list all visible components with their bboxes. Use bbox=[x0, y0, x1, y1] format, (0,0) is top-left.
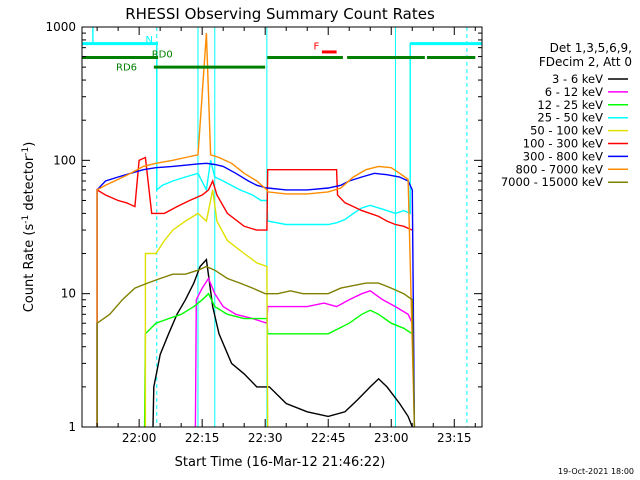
series-line-1 bbox=[194, 277, 413, 427]
series-line-5 bbox=[96, 156, 413, 427]
y-tick-label-0: 1 bbox=[68, 420, 76, 434]
x-tick-label-3: 22:45 bbox=[311, 431, 346, 445]
footer-date: 19-Oct-2021 18:00 bbox=[558, 467, 634, 476]
annotation-label-0: N bbox=[145, 35, 152, 46]
y-tick-label-3: 1000 bbox=[45, 20, 76, 34]
series-line-2 bbox=[143, 292, 413, 427]
legend-label-3: 25 - 50 keV bbox=[537, 111, 603, 125]
x-tick-label-5: 23:15 bbox=[437, 431, 472, 445]
legend-header-line-1: Det 1,3,5,6,9, bbox=[550, 41, 632, 55]
x-tick-label-2: 22:30 bbox=[248, 431, 283, 445]
legend-label-8: 7000 - 15000 keV bbox=[501, 175, 603, 189]
plot-frame bbox=[81, 26, 483, 428]
legend-label-7: 800 - 7000 keV bbox=[515, 162, 603, 176]
y-axis-label-sup2: -1 bbox=[21, 147, 31, 156]
annotation-label-3: F bbox=[314, 41, 320, 52]
series-line-6 bbox=[96, 162, 416, 427]
y-tick-label-2: 100 bbox=[53, 153, 76, 167]
annotation-label-2: RD6 bbox=[116, 63, 137, 74]
series-line-8 bbox=[96, 265, 416, 427]
x-axis-label: Start Time (16-Mar-12 21:46:22) bbox=[175, 455, 386, 470]
series-line-7 bbox=[96, 33, 416, 427]
x-tick-label-4: 23:00 bbox=[374, 431, 409, 445]
chart-title: RHESSI Observing Summary Count Rates bbox=[125, 5, 435, 23]
legend-label-1: 6 - 12 keV bbox=[545, 85, 603, 99]
x-tick-label-1: 22:15 bbox=[185, 431, 220, 445]
legend-label-6: 300 - 800 keV bbox=[523, 149, 603, 163]
series-line-4 bbox=[144, 189, 269, 427]
y-axis-label-main: Count Rate (s bbox=[22, 224, 37, 313]
annotation-label-1: RD0 bbox=[152, 50, 173, 61]
y-axis-label-end: ) bbox=[22, 142, 37, 147]
legend-label-5: 100 - 300 keV bbox=[523, 137, 603, 151]
y-axis-label-sup1: -1 bbox=[21, 215, 31, 224]
x-tick-label-0: 22:00 bbox=[122, 431, 157, 445]
legend-label-2: 12 - 25 keV bbox=[537, 98, 603, 112]
series-line-0 bbox=[152, 258, 413, 427]
y-axis-label-mid: detector bbox=[22, 155, 37, 215]
y-axis-label: Count Rate (s-1 detector-1) bbox=[21, 142, 37, 313]
legend-header-line-2: FDecim 2, Att 0 bbox=[539, 55, 632, 69]
legend: Det 1,3,5,6,9, FDecim 2, Att 0 3 - 6 keV… bbox=[501, 41, 632, 189]
y-tick-label-1: 10 bbox=[61, 287, 76, 301]
legend-label-0: 3 - 6 keV bbox=[552, 72, 603, 86]
axes-layer: 22:00 22:15 22:30 22:45 23:00 23:15 1 10 100 1000 bbox=[45, 20, 482, 445]
legend-label-4: 50 - 100 keV bbox=[530, 124, 603, 138]
